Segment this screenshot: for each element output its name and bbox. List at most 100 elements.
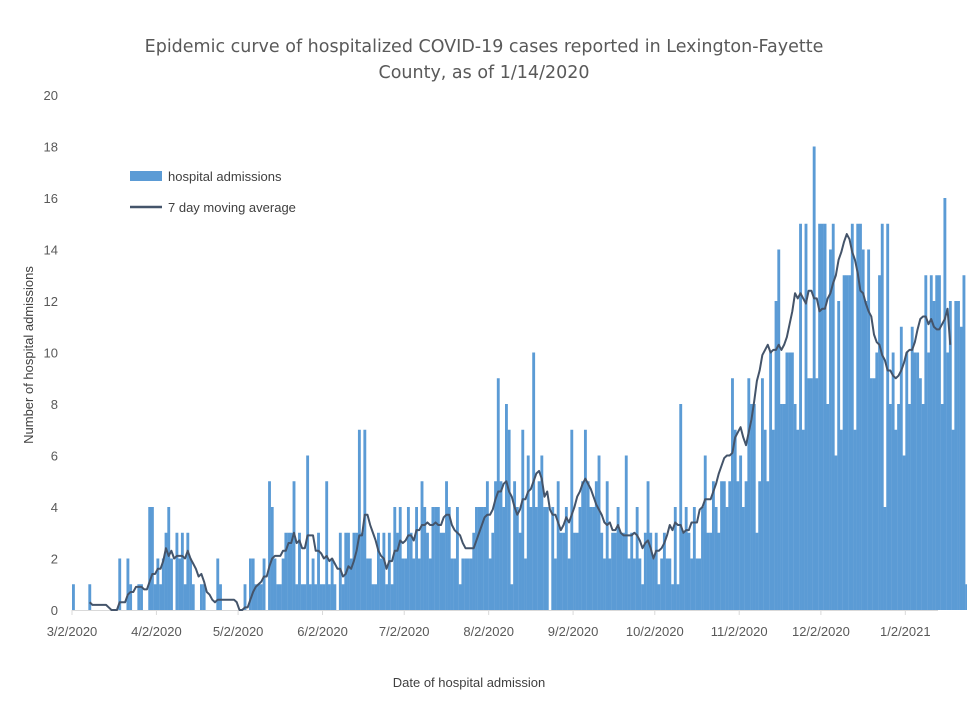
bar (404, 558, 408, 610)
bar (829, 249, 832, 610)
bar (888, 404, 892, 610)
bar (673, 507, 677, 610)
bar (605, 481, 609, 610)
bar (278, 584, 282, 610)
moving-average-line (89, 233, 952, 611)
bar (679, 404, 683, 610)
bar (839, 429, 843, 610)
bar (796, 429, 800, 610)
bar (924, 275, 928, 610)
bar (741, 507, 745, 610)
y-tick-label: 12 (44, 294, 58, 309)
legend: hospital admissions 7 day moving average (130, 169, 296, 215)
bar (720, 481, 724, 610)
bar (597, 455, 601, 610)
bar (600, 532, 604, 610)
bar (880, 223, 884, 610)
bar (780, 404, 783, 610)
bar (183, 584, 187, 610)
bar (573, 532, 576, 610)
bar (927, 352, 930, 610)
bar (382, 532, 386, 610)
bar (357, 429, 361, 610)
bar (864, 301, 868, 610)
bar (447, 507, 451, 610)
bar (758, 481, 762, 610)
bar (300, 584, 304, 610)
bar (826, 404, 830, 610)
bar (594, 481, 598, 610)
bar (423, 507, 427, 610)
bar (483, 507, 487, 610)
bar (706, 532, 710, 610)
bar (747, 378, 751, 610)
bar (850, 223, 854, 610)
bar (72, 584, 75, 610)
bar (891, 352, 895, 610)
bar (251, 558, 255, 610)
bar (905, 352, 909, 610)
bar-series-hospital-admissions (72, 146, 967, 610)
bar (616, 507, 620, 610)
bar (632, 558, 636, 610)
bar (306, 455, 310, 610)
bar (804, 223, 808, 610)
bar (581, 481, 585, 610)
bar (540, 455, 544, 610)
bar (562, 532, 566, 610)
bar (687, 532, 691, 610)
bar (396, 532, 399, 610)
bar (948, 301, 952, 610)
bar (398, 507, 402, 610)
bar (739, 455, 743, 610)
bar (385, 584, 389, 610)
bar (690, 558, 694, 610)
bar (330, 558, 334, 610)
bar (883, 507, 887, 610)
bar (592, 507, 596, 610)
x-tick-label: 11/2/2020 (711, 624, 768, 639)
bar (371, 584, 375, 610)
bar (159, 584, 163, 610)
bar (499, 481, 503, 610)
bar (665, 558, 669, 610)
bar (845, 275, 849, 610)
bar (755, 532, 759, 610)
bar (494, 481, 497, 610)
bar (513, 481, 517, 610)
bar (913, 352, 917, 610)
bar (777, 249, 781, 610)
bar (810, 378, 813, 610)
bar (910, 326, 914, 610)
bar (216, 558, 220, 610)
bar (507, 429, 511, 610)
bar (491, 532, 495, 610)
bar (908, 404, 911, 610)
bar (529, 507, 533, 610)
bar (417, 558, 421, 610)
bar (156, 558, 160, 610)
bar (317, 532, 320, 610)
bar (556, 481, 560, 610)
bar (646, 481, 650, 610)
bar (856, 223, 860, 610)
y-tick-label: 8 (51, 397, 58, 412)
bar (537, 481, 541, 610)
bar (347, 532, 350, 610)
bar (965, 584, 967, 610)
bar (148, 507, 152, 610)
bar (701, 507, 704, 610)
bar (368, 558, 372, 610)
bar (161, 558, 165, 610)
bar (918, 378, 922, 610)
x-tick-label: 3/2/2020 (47, 624, 98, 639)
bar (319, 584, 323, 610)
bar (545, 507, 549, 610)
x-tick-label: 8/2/2020 (463, 624, 514, 639)
bar (458, 584, 462, 610)
bar (257, 584, 261, 610)
y-tick-label: 2 (51, 552, 58, 567)
bar (916, 352, 920, 610)
bar (366, 558, 369, 610)
bar (426, 532, 429, 610)
